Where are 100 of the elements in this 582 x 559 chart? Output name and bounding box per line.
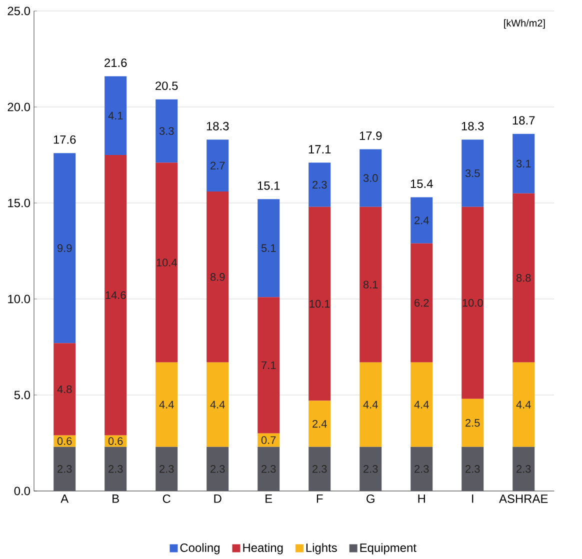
x-tick-label: G (366, 494, 374, 503)
total-label: 20.5 (156, 82, 178, 90)
bar (156, 162, 178, 362)
y-tick-label: 5.0 (14, 390, 30, 400)
bar (462, 446, 484, 491)
bar (156, 99, 178, 163)
bar (360, 149, 382, 207)
data-label: 0.7 (261, 436, 276, 444)
data-label: 10.4 (156, 258, 177, 266)
bar (462, 398, 484, 447)
y-tick-label: 15.0 (8, 198, 30, 208)
legend-label: Lights (306, 543, 337, 554)
annotation: [kWh/m2] (504, 19, 545, 29)
data-label: 2.3 (108, 465, 123, 473)
data-label: 8.8 (516, 274, 531, 282)
data-label: 4.4 (210, 400, 225, 408)
legend-label: Equipment (360, 543, 416, 554)
x-tick-label: I (472, 494, 474, 503)
data-label: 4.4 (516, 400, 531, 408)
data-label: 0.6 (57, 437, 72, 445)
bar (258, 199, 280, 298)
data-label: 4.1 (108, 112, 123, 120)
total-label: 18.3 (206, 122, 229, 130)
bar (54, 343, 76, 436)
bar (360, 362, 382, 447)
bar (104, 154, 127, 436)
bar (512, 362, 535, 447)
data-label: 2.3 (312, 180, 327, 189)
data-label: 2.3 (210, 465, 225, 473)
total-label: 17.6 (54, 135, 76, 144)
data-label: 4.4 (363, 400, 378, 408)
data-label: 10.0 (462, 298, 483, 307)
total-label: 15.1 (258, 182, 280, 190)
bar (308, 400, 331, 447)
data-label: 2.7 (210, 162, 225, 170)
bar (104, 76, 127, 155)
data-label: 2.3 (466, 465, 480, 473)
data-label: 3.1 (516, 160, 531, 168)
bar (360, 206, 382, 362)
data-label: 3.5 (465, 169, 480, 178)
bar (206, 362, 229, 447)
x-tick-label: E (266, 494, 272, 503)
data-label: 2.3 (414, 465, 429, 473)
total-label: 15.4 (410, 180, 433, 188)
x-tick-label: C (162, 494, 170, 503)
bar (462, 140, 484, 207)
bar (410, 197, 433, 244)
bar (308, 446, 331, 491)
legend-label: Heating (243, 543, 283, 554)
bar (410, 446, 433, 491)
data-label: 8.9 (210, 273, 225, 281)
bar (308, 162, 331, 207)
data-label: 2.5 (466, 418, 480, 427)
x-tick-label: F (316, 494, 323, 503)
bar (462, 206, 484, 399)
x-tick-label: D (214, 494, 222, 503)
x-tick-label: A (60, 494, 69, 503)
bar (512, 193, 535, 362)
data-label: 9.9 (58, 244, 72, 252)
data-label: 0.6 (108, 437, 123, 445)
bar (156, 362, 178, 447)
x-tick-label: H (418, 494, 425, 503)
bar (54, 446, 76, 491)
data-label: 8.1 (363, 280, 378, 288)
bar (410, 243, 433, 362)
bar (206, 446, 229, 491)
data-label: 5.1 (261, 244, 276, 252)
data-label: 2.3 (262, 465, 276, 473)
data-label: 6.2 (414, 298, 429, 307)
x-tick-label: ASHRAE (499, 494, 548, 503)
data-label: 10.1 (310, 300, 330, 308)
bar (360, 446, 382, 491)
bar (410, 362, 433, 447)
data-label: 2.4 (312, 420, 327, 428)
data-label: 14.6 (106, 291, 126, 300)
data-label: 2.3 (312, 465, 327, 473)
bar (258, 446, 280, 491)
bar (258, 433, 280, 447)
data-label: 2.3 (516, 465, 531, 473)
bar (258, 297, 280, 434)
bar (308, 206, 331, 401)
data-label: 3.0 (363, 174, 378, 182)
bar (104, 446, 127, 491)
data-label: 7.1 (262, 361, 276, 370)
total-label: 18.7 (512, 116, 535, 125)
data-label: 4.4 (414, 400, 429, 408)
y-tick-label: 20.0 (8, 102, 30, 112)
data-label: 2.3 (58, 465, 72, 473)
data-label: 3.3 (159, 127, 174, 135)
total-label: 18.3 (462, 122, 484, 130)
x-tick-label: B (112, 494, 119, 503)
bar (54, 153, 76, 344)
y-tick-label: 25.0 (8, 6, 30, 16)
total-label: 21.6 (104, 58, 127, 67)
data-label: 4.4 (159, 400, 174, 408)
legend-label: Cooling (180, 543, 220, 554)
bar (206, 140, 229, 192)
bar (206, 191, 229, 362)
total-label: 17.1 (308, 145, 331, 154)
bar (156, 446, 178, 491)
